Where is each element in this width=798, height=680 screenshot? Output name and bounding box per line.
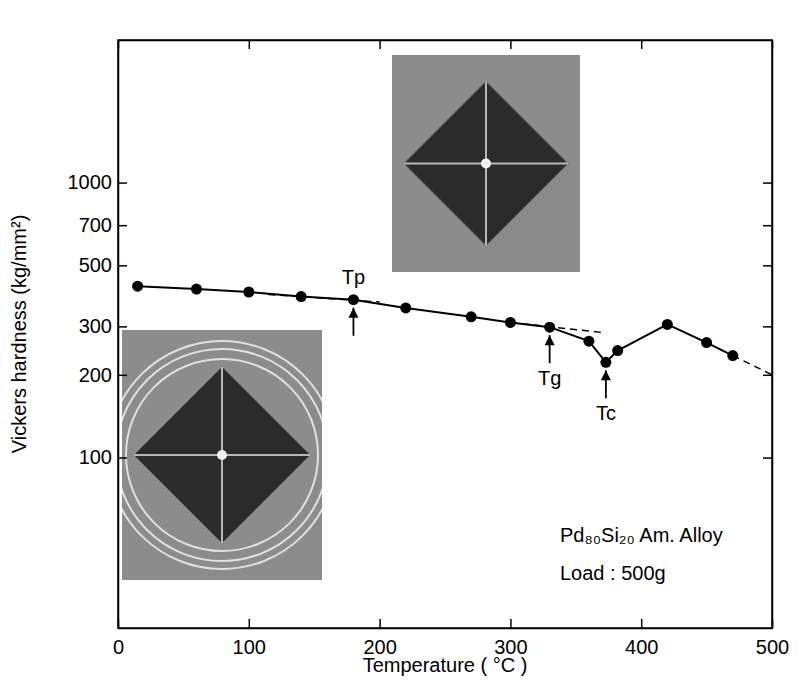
data-point [701,337,712,348]
data-point [243,287,254,298]
tick-mark [379,619,381,628]
plot-area [132,281,772,375]
photo-inset [392,55,580,272]
tick-mark [379,40,381,49]
tick-label: 400 [625,636,658,658]
tick-mark [249,40,251,49]
dashed-line [268,294,379,302]
tick-label: 100 [233,636,266,658]
tick-label: 300 [79,315,112,337]
tick-label: 500 [756,636,789,658]
tick-mark [510,619,512,628]
dashed-line [733,356,772,375]
photo-insets [108,55,580,580]
tick-mark [118,457,127,459]
x-axis-top [119,40,773,49]
x-axis-title: Temperature ( °C ) [363,654,528,676]
tick-label: 200 [79,364,112,386]
tick-mark [763,225,772,227]
dashed-line [510,322,602,332]
data-line [138,286,733,362]
tick: 1000 [68,171,128,193]
tick: 300 [494,619,527,658]
data-point [132,281,143,292]
tick: 100 [79,446,127,468]
annotation-arrowhead [545,335,555,345]
tick-mark [641,619,643,628]
tick: 400 [625,619,658,658]
indent-diamond [134,367,310,543]
tick-mark [510,40,512,49]
tick-label: 100 [79,446,112,468]
data-point [612,345,623,356]
tick-mark [118,182,127,184]
photo-ground [392,55,580,272]
indent-centre [481,159,491,169]
indent-diamond [404,82,568,246]
tick [249,40,250,49]
note-text: Pd₈₀Si₂₀ Am. Alloy [560,524,723,546]
tick-mark [763,182,772,184]
tick-mark [118,326,127,328]
data-point [466,311,477,322]
indent-diagonals [134,367,310,543]
data-point [191,284,202,295]
tick [380,40,381,49]
tick-label: 500 [79,254,112,276]
tick: 200 [363,619,396,658]
tick-mark [763,457,772,459]
y-axis-right [763,41,773,629]
tick [763,225,772,226]
photo-ring [122,341,322,569]
tick-mark [641,40,643,49]
tick [510,40,511,49]
data-point [727,350,738,361]
tick-mark [763,265,772,267]
tick-label: 700 [79,214,112,236]
tick [763,183,772,184]
x-axis-line [119,628,773,630]
annotation-arrowhead [348,308,358,318]
tick-label: 1000 [68,171,113,193]
annotation-label: Tc [596,402,616,424]
tick: 700 [79,214,127,236]
data-point [400,302,411,313]
y-axis-right-line [772,41,774,629]
tick [763,326,772,327]
note-text: Load : 500g [560,562,666,584]
y-axis-title: Vickers hardness (kg/mm²) [8,215,30,454]
plot-frame [118,40,772,628]
photo-inset [122,330,322,580]
photo-ground [122,330,322,580]
tick-mark [249,619,251,628]
y-axis: 100 200 300 500 700 1000 [68,41,128,629]
data-point [662,319,673,330]
tick [641,40,642,49]
data-point [600,357,611,368]
tick-label: 0 [113,636,124,658]
tick [763,265,772,266]
tick-mark [118,375,127,377]
annotations: Tp Tg Tc Pd₈₀Si₂₀ Am. Alloy Load : 500g [342,266,723,584]
annotation-label: Tp [342,266,365,288]
data-point [583,336,594,347]
indent-diagonals [404,82,568,246]
x-axis-top-line [119,40,773,42]
annotation-label: Tg [538,367,561,389]
photo-ring [126,359,318,551]
chart: 0 100 200 300 400 500 100 200 300 500 700 1000 Tempe… [0,0,798,680]
tick: 300 [79,315,127,337]
tick-mark [763,326,772,328]
tick [763,458,772,459]
tick: 100 [233,619,266,658]
tick-mark [118,225,127,227]
y-axis-line [118,41,120,629]
photo-ring [122,349,322,561]
x-axis: 0 100 200 300 400 500 [113,619,789,658]
tick-mark [118,265,127,267]
tick: 200 [79,364,127,386]
indent-centre [217,450,227,460]
annotation-arrowhead [601,370,611,380]
tick: 500 [79,254,127,276]
